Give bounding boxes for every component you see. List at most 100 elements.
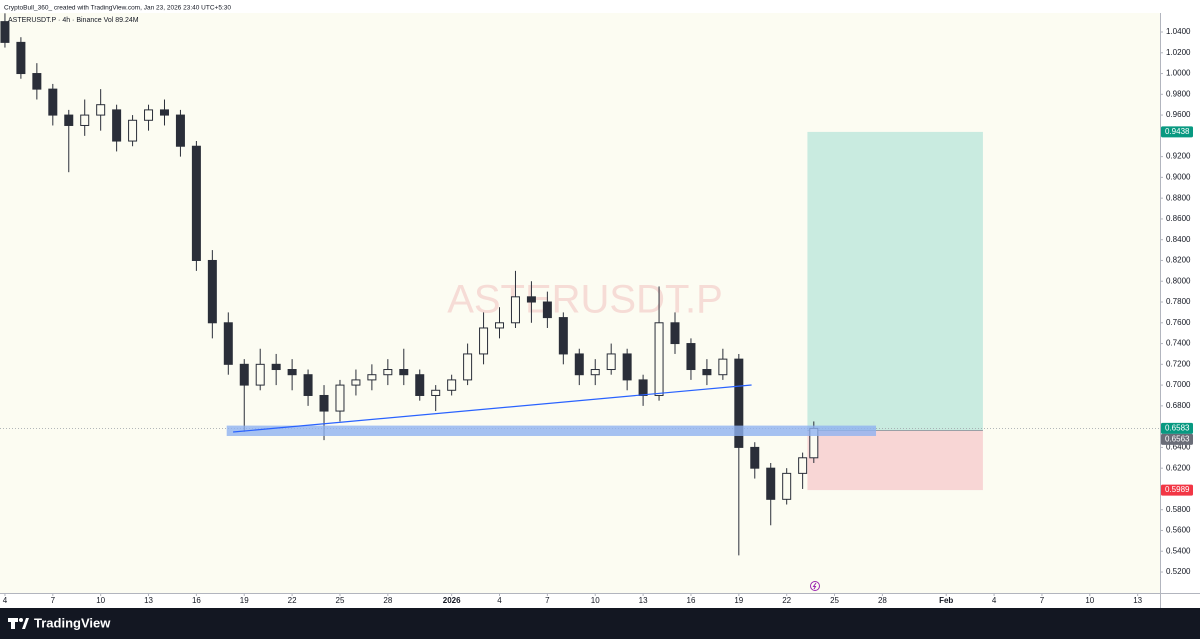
candle-body	[654, 322, 664, 396]
y-tick-label: 1.0400	[1166, 27, 1191, 36]
y-tick-label: 0.9000	[1166, 173, 1191, 182]
y-tick-label: 1.0200	[1166, 48, 1191, 57]
loss-zone	[807, 430, 983, 491]
y-tick-label: 0.6400	[1166, 443, 1191, 452]
candle-body	[128, 119, 138, 142]
trendline	[233, 384, 752, 433]
x-tick-label: 13	[144, 596, 153, 605]
y-tick-label: 0.9600	[1166, 110, 1191, 119]
candle-body	[271, 363, 281, 371]
candle-body	[702, 369, 712, 376]
x-tick-label: 2026	[443, 596, 461, 605]
x-tick-label: 13	[639, 596, 648, 605]
y-tick-label: 0.6200	[1166, 463, 1191, 472]
x-tick-label: 22	[782, 596, 791, 605]
y-tick-label: 0.8000	[1166, 276, 1191, 285]
y-tick-label: 0.7600	[1166, 318, 1191, 327]
x-tick-label: 28	[383, 596, 392, 605]
brand-logo	[8, 618, 29, 629]
candle-body	[255, 363, 265, 386]
candle-body	[32, 73, 42, 90]
x-tick-label: 16	[687, 596, 696, 605]
top-bar	[0, 0, 1200, 13]
price-badge	[1161, 433, 1193, 445]
y-tick-label: 1.0000	[1166, 69, 1191, 78]
candle-body	[622, 353, 632, 381]
y-tick-label: 0.9200	[1166, 152, 1191, 161]
candle-body	[303, 374, 313, 396]
x-tick-label: 7	[1040, 596, 1045, 605]
candle-body	[223, 322, 233, 365]
x-tick-label: 19	[734, 596, 743, 605]
price-badge	[1161, 422, 1193, 434]
y-tick-label: 0.5200	[1166, 567, 1191, 576]
candle-body	[112, 109, 122, 142]
x-tick-label: 7	[545, 596, 550, 605]
candle-body	[16, 41, 26, 75]
caption: CryptoBull_360_ created with TradingView…	[4, 5, 231, 12]
support-zone	[226, 425, 877, 436]
candle-body	[351, 379, 361, 386]
x-tick-label: 28	[878, 596, 887, 605]
x-tick-label: 10	[96, 596, 105, 605]
candle-body	[447, 379, 457, 391]
brand-name: TradingView	[34, 615, 111, 630]
watermark: ASTERUSDT.P	[447, 278, 723, 322]
candle-body	[96, 104, 106, 116]
candle-body	[798, 457, 808, 474]
x-tick-label: 19	[240, 596, 249, 605]
candle-body	[638, 379, 648, 396]
candle-body	[0, 21, 10, 43]
x-tick-label: 16	[192, 596, 201, 605]
price-badge	[1161, 484, 1193, 496]
candle-body	[415, 374, 425, 396]
candle-body	[64, 114, 74, 126]
price-badge-label: 0.6583	[1165, 424, 1190, 433]
candle-body	[431, 389, 441, 396]
x-tick-label: 13	[1133, 596, 1142, 605]
candle-body	[574, 353, 584, 376]
symbol-legend: ASTERUSDT.P · 4h · Binance Vol 89.24M	[8, 17, 139, 24]
x-tick-label: 10	[1085, 596, 1094, 605]
y-tick-label: 0.5400	[1166, 546, 1191, 555]
candle-body	[80, 114, 90, 126]
y-tick-label: 0.7000	[1166, 380, 1191, 389]
y-tick-label: 0.5800	[1166, 505, 1191, 514]
y-tick-label: 0.7800	[1166, 297, 1191, 306]
y-tick-label: 0.7400	[1166, 339, 1191, 348]
candle-body	[558, 317, 568, 355]
candle-body	[159, 109, 169, 116]
candle-body	[542, 301, 552, 319]
candle-body	[479, 327, 489, 355]
candle-body	[144, 109, 154, 121]
candle-body	[766, 467, 776, 500]
foreground-drawings	[226, 384, 877, 436]
candle-body	[367, 374, 377, 381]
bottom-bar	[0, 608, 1200, 639]
candle-body	[750, 446, 760, 469]
candle-body	[526, 296, 536, 303]
candle-body	[670, 322, 680, 345]
price-axis	[1160, 13, 1200, 593]
candle-body	[191, 145, 201, 261]
x-tick-label: 4	[992, 596, 997, 605]
event-icon	[810, 581, 820, 591]
time-axis	[0, 593, 1200, 608]
candle-body	[335, 384, 345, 412]
candle-body	[686, 343, 696, 371]
candle-body	[399, 369, 409, 376]
x-tick-label: 25	[830, 596, 839, 605]
candle-body	[48, 88, 58, 116]
x-tick-label: 10	[591, 596, 600, 605]
candle-body	[207, 259, 217, 324]
candle-body	[734, 358, 744, 448]
axes: 0.52000.54000.56000.58000.60000.62000.64…	[3, 27, 1193, 605]
x-tick-label: 4	[497, 596, 502, 605]
y-tick-label: 0.9800	[1166, 89, 1191, 98]
price-badge	[1161, 126, 1193, 138]
y-tick-label: 0.5600	[1166, 526, 1191, 535]
candle-body	[287, 369, 297, 376]
candle-body	[175, 114, 185, 147]
candle-body	[463, 353, 473, 381]
price-badge-label: 0.6563	[1165, 435, 1190, 444]
